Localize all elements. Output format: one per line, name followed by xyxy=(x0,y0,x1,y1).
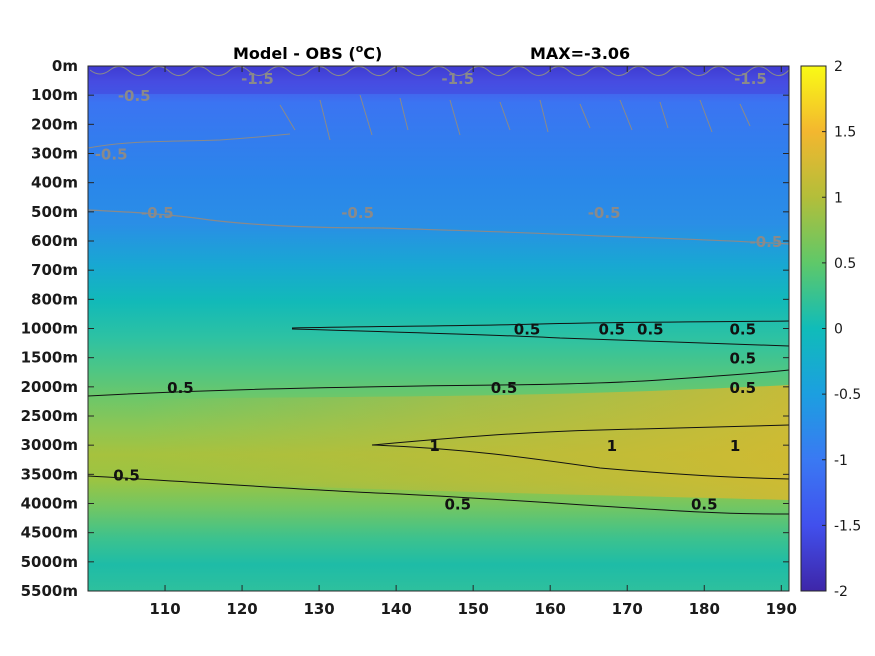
contour-gray-300m xyxy=(88,133,291,149)
y-tick-label: 300m xyxy=(31,145,78,163)
contour-label: -0.5 xyxy=(588,204,621,222)
y-tick-label: 2000m xyxy=(21,378,78,396)
contour-gray-100m xyxy=(279,94,751,141)
y-tick-label: 3000m xyxy=(21,436,78,454)
x-tick-label: 180 xyxy=(689,600,720,618)
colorbar-tick-label: -1 xyxy=(834,453,848,469)
contour-label: 0.5 xyxy=(729,350,756,368)
y-tick-label: 4500m xyxy=(21,524,78,542)
contour-label: -1.5 xyxy=(241,70,274,88)
y-tick-label: 5500m xyxy=(21,582,78,600)
x-tick-label: 160 xyxy=(535,600,566,618)
contour-1000m xyxy=(291,320,789,329)
y-tick-label: 2500m xyxy=(21,407,78,425)
y-tick-label: 5000m xyxy=(21,553,78,571)
y-tick-label: 4000m xyxy=(21,495,78,513)
y-axis: 0m 100m 200m 300m 400m 500m 600m 700m 800m 1000m 1… xyxy=(21,57,789,600)
x-tick-label: 140 xyxy=(380,600,411,618)
contour-2000m xyxy=(88,369,789,397)
colorbar-tick-label: -1.5 xyxy=(834,518,861,534)
contour-label: 1 xyxy=(730,437,740,455)
y-tick-label: 0m xyxy=(52,57,78,75)
contour-3000m-upper xyxy=(371,424,789,446)
y-tick-label: 1000m xyxy=(21,320,78,338)
contour-label: 0.5 xyxy=(637,321,664,339)
contour-label: 0.5 xyxy=(691,496,718,514)
contour-label: -0.5 xyxy=(141,204,174,222)
field-background xyxy=(88,66,789,591)
y-tick-label: 1500m xyxy=(21,349,78,367)
contour-1500m xyxy=(291,328,789,347)
contour-label: 0.5 xyxy=(729,379,756,397)
contour-label: 1 xyxy=(429,437,439,455)
colorbar-tick-label: 1 xyxy=(834,190,843,206)
y-tick-label: 700m xyxy=(31,261,78,279)
contour-label: -0.5 xyxy=(749,233,782,251)
x-tick-label: 170 xyxy=(612,600,643,618)
y-tick-label: 100m xyxy=(31,86,78,104)
y-tick-label: 600m xyxy=(31,232,78,250)
x-axis: 110 120 130 140 150 160 170 180 190 xyxy=(149,66,797,618)
x-tick-label: 130 xyxy=(303,600,334,618)
contour-label: -0.5 xyxy=(341,204,374,222)
contours xyxy=(88,66,789,515)
surface-noise-band xyxy=(88,66,789,94)
contour-label: 0.5 xyxy=(113,466,140,484)
contour-label: 0.5 xyxy=(167,379,194,397)
x-tick-label: 150 xyxy=(458,600,489,618)
x-tick-label: 110 xyxy=(149,600,180,618)
colorbar-axis: 2 1.5 1 0.5 0 -0.5 -1 -1.5 -2 xyxy=(822,59,861,600)
max-label: MAX=-3.06 xyxy=(530,44,630,63)
x-tick-label: 190 xyxy=(766,600,797,618)
contour-label: 0.5 xyxy=(729,321,756,339)
colorbar xyxy=(800,65,827,592)
contour-label: -0.5 xyxy=(118,87,151,105)
contour-label: 0.5 xyxy=(491,379,518,397)
colorbar-tick-label: 1.5 xyxy=(834,125,856,141)
y-tick-label: 800m xyxy=(31,290,78,308)
heatmap-field xyxy=(88,66,789,591)
y-tick-label: 3500m xyxy=(21,465,78,483)
contour-label: -0.5 xyxy=(95,146,128,164)
colorbar-tick-label: -0.5 xyxy=(834,387,861,403)
contour-label: 0.5 xyxy=(514,321,541,339)
y-tick-label: 500m xyxy=(31,203,78,221)
colorbar-tick-label: 2 xyxy=(834,59,843,75)
contour-gray-500m xyxy=(88,209,789,245)
contour-labels: 0.5 0.5 0.5 1 1 1 0.5 0.5 0.5 0.5 0.5 0.5 0.5 0.5 -0.5… xyxy=(95,70,783,514)
colorbar-tick-label: -2 xyxy=(834,584,848,600)
y-tick-label: 400m xyxy=(31,174,78,192)
contour-label: 0.5 xyxy=(599,321,626,339)
x-tick-label: 120 xyxy=(226,600,257,618)
contour-3000m-lower xyxy=(371,444,789,480)
warm-core xyxy=(140,385,789,500)
chart-title: Model - OBS (oC) xyxy=(233,42,382,63)
contour-label: -1.5 xyxy=(441,70,474,88)
colorbar-tick-label: 0.5 xyxy=(834,256,856,272)
contour-3500m xyxy=(88,475,789,515)
y-tick-label: 200m xyxy=(31,115,78,133)
contour-label: 0.5 xyxy=(444,496,471,514)
contour-label: -1.5 xyxy=(734,70,767,88)
colorbar-tick-label: 0 xyxy=(834,322,843,338)
contour-label: 1 xyxy=(607,437,617,455)
